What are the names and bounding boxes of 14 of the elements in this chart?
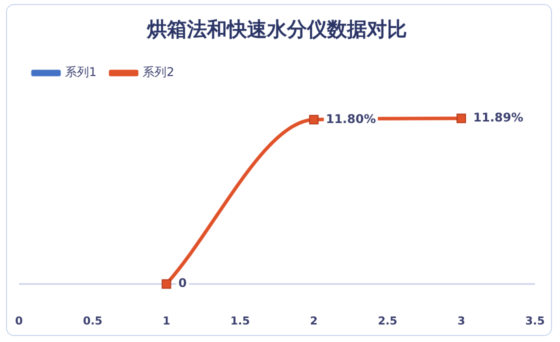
legend-label: 系列1 <box>65 65 97 80</box>
x-tick-label: 0 <box>15 314 24 328</box>
x-tick-label: 1.5 <box>230 314 250 328</box>
x-tick-label: 0.5 <box>82 314 102 328</box>
x-tick-label: 3.5 <box>525 314 545 328</box>
data-label: 11.89% <box>473 110 524 125</box>
x-tick-label: 2 <box>310 314 318 328</box>
data-label: 0 <box>178 276 187 290</box>
legend-label: 系列2 <box>142 65 174 80</box>
x-tick-label: 1 <box>162 314 170 328</box>
x-tick-label: 3 <box>457 314 466 328</box>
data-label: 11.80% <box>326 112 376 126</box>
chart-title: 烘箱法和快速水分仪数据对比 <box>146 17 407 42</box>
x-tick-label: 2.5 <box>378 314 398 328</box>
